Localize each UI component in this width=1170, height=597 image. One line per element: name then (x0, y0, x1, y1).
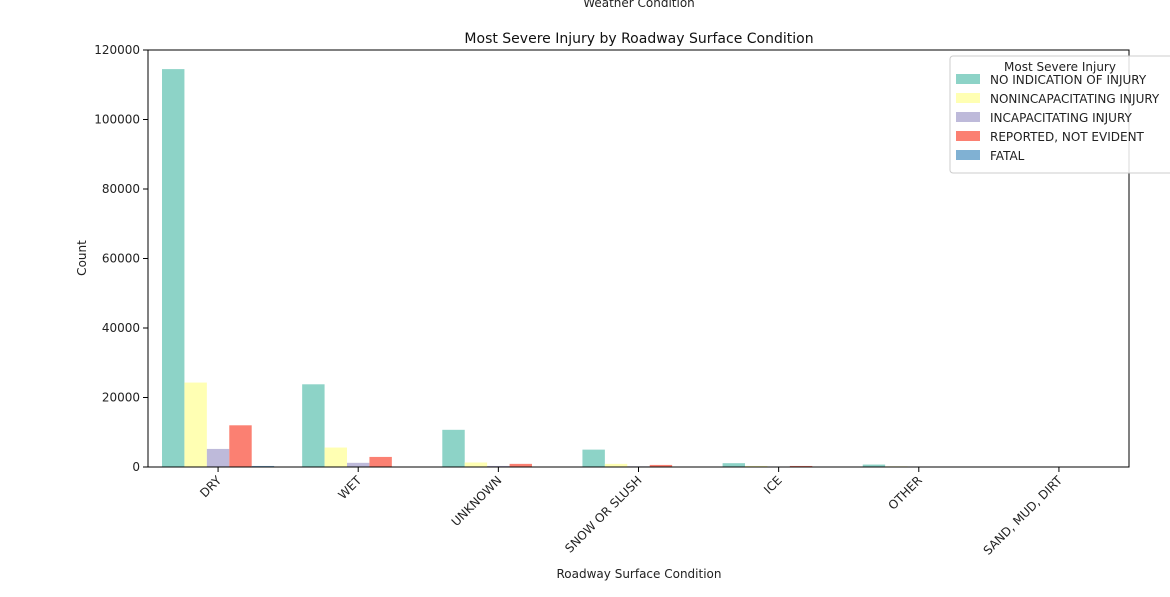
bar (464, 462, 488, 467)
legend-title: Most Severe Injury (1004, 60, 1116, 74)
bar (582, 449, 605, 468)
bar (649, 464, 673, 467)
x-tick-label: SNOW OR SLUSH (562, 473, 644, 555)
legend-swatch (956, 74, 980, 84)
y-tick-label: 60000 (102, 252, 140, 266)
y-axis-label: Count (75, 240, 89, 276)
bar (369, 456, 392, 467)
x-tick-label: WET (335, 473, 364, 502)
y-axis: 0 20000 40000 60000 80000 100000 120000 (94, 43, 148, 474)
legend-swatch (956, 112, 980, 122)
y-tick-label: 0 (132, 460, 140, 474)
bar (229, 425, 252, 467)
legend: Most Severe Injury NO INDICATION OF INJU… (949, 55, 1170, 174)
bar (347, 462, 370, 467)
legend-entry: NO INDICATION OF INJURY (990, 73, 1147, 87)
y-tick-label: 40000 (102, 321, 140, 335)
x-tick-label: OTHER (886, 473, 925, 512)
legend-entry: INCAPACITATING INJURY (990, 111, 1133, 125)
bar (862, 464, 886, 467)
bar (162, 69, 185, 468)
legend-swatch (956, 131, 980, 141)
legend-entry: REPORTED, NOT EVIDENT (990, 130, 1145, 144)
bar (324, 447, 347, 467)
x-axis-label: Roadway Surface Condition (557, 567, 722, 581)
bar (509, 463, 532, 467)
legend-swatch (956, 150, 980, 160)
x-tick-label: DRY (197, 473, 224, 500)
bar (184, 382, 207, 467)
bar (789, 465, 813, 467)
x-tick-label: UNKNOWN (449, 473, 505, 529)
y-tick-label: 100000 (94, 113, 140, 127)
bar (722, 463, 746, 467)
y-tick-label: 80000 (102, 182, 140, 196)
bar (604, 463, 628, 467)
plot-frame (147, 49, 1130, 468)
bar (745, 465, 768, 467)
bar (487, 465, 510, 467)
bar (302, 384, 325, 467)
x-tick-label: ICE (761, 473, 785, 497)
bar (442, 429, 465, 467)
cropped-top-label: Weather Condition (583, 0, 695, 10)
legend-box (949, 55, 1170, 174)
y-tick-label: 120000 (94, 43, 140, 57)
y-tick-label: 20000 (102, 391, 140, 405)
bar (206, 448, 230, 467)
x-tick-label: SAND, MUD, DIRT (981, 473, 1066, 558)
legend-entry: NONINCAPACITATING INJURY (990, 92, 1160, 106)
legend-entry: FATAL (990, 149, 1025, 163)
bar (251, 465, 275, 467)
bars (162, 69, 1115, 468)
x-axis: DRY WET UNKNOWN SNOW OR SLUSH ICE OTHER SAND, … (197, 467, 1066, 558)
legend-swatch (956, 93, 980, 103)
chart-title: Most Severe Injury by Roadway Surface Co… (464, 31, 813, 47)
